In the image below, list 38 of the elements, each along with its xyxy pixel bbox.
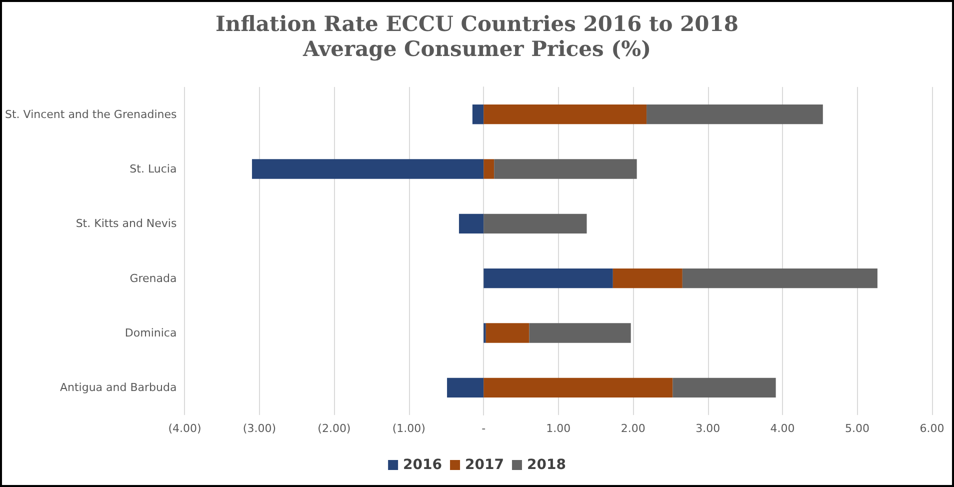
bar [484, 104, 647, 124]
bar [458, 214, 484, 234]
x-tick-label: (2.00) [318, 422, 351, 435]
bar [682, 268, 878, 288]
x-tick-label: 3.00 [696, 422, 720, 435]
bar [447, 378, 484, 398]
bar [484, 268, 613, 288]
x-tick-label: (3.00) [242, 422, 276, 435]
x-tick-label: 5.00 [845, 422, 870, 435]
x-tick-label: 6.00 [920, 422, 944, 435]
legend-label: 2017 [465, 457, 504, 473]
x-tick-label: 2.00 [620, 422, 646, 435]
bar [672, 378, 776, 398]
bar [484, 159, 494, 179]
y-tick-label: Dominica [124, 326, 177, 340]
y-tick-label: St. Lucia [130, 162, 177, 176]
bar [612, 268, 682, 288]
x-tick-label: (1.00) [392, 422, 426, 435]
y-tick-label: St. Kitts and Nevis [76, 217, 177, 230]
chart-title: Inflation Rate ECCU Countries 2016 to 2018 [216, 11, 738, 36]
bar [252, 159, 484, 179]
x-tick-label: - [482, 422, 486, 435]
y-tick-label: St. Vincent and the Grenadines [4, 108, 177, 121]
y-tick-label: Grenada [130, 272, 177, 285]
bar [494, 159, 637, 179]
bar [486, 323, 530, 343]
x-tick-label: (4.00) [168, 422, 202, 435]
bar [646, 104, 823, 124]
bar [472, 104, 484, 124]
x-tick-label: 4.00 [770, 422, 795, 435]
legend-label: 2016 [403, 457, 442, 473]
bar [484, 378, 673, 398]
bar [484, 214, 587, 234]
y-tick-label: Antigua and Barbuda [60, 381, 177, 394]
x-tick-label: 1.00 [546, 422, 571, 435]
legend-label: 2018 [526, 457, 566, 473]
chart-subtitle: Average Consumer Prices (%) [302, 36, 652, 61]
bar [529, 323, 631, 343]
